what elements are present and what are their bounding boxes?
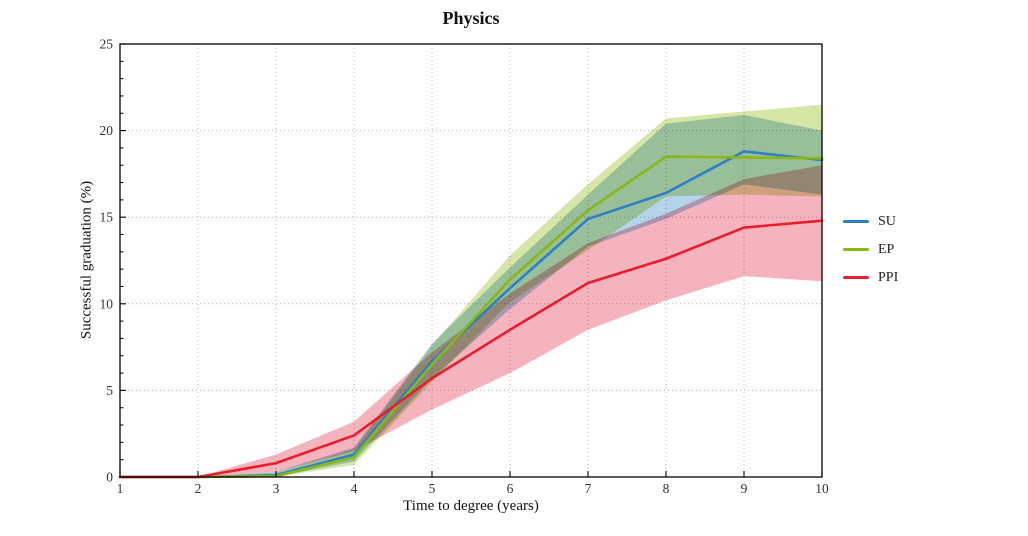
legend-line-swatch-su — [843, 220, 869, 223]
y-tick-label: 5 — [106, 383, 113, 398]
series-band-ep — [120, 104, 822, 478]
y-tick-label: 15 — [100, 210, 114, 225]
x-tick-label: 6 — [507, 481, 514, 496]
series-line-ppi — [118, 219, 824, 479]
y-tick-label: 10 — [100, 296, 114, 311]
series-band-ppi — [120, 165, 822, 478]
legend-label-su: SU — [878, 213, 896, 229]
chart-title: Physics — [442, 8, 500, 28]
y-tick-label: 20 — [100, 123, 114, 138]
y-tick-label: 0 — [106, 470, 113, 485]
legend-item-su: SU — [843, 214, 898, 229]
x-tick-label: 3 — [273, 481, 280, 496]
x-tick-label: 5 — [429, 481, 436, 496]
x-tick-label: 8 — [663, 481, 670, 496]
x-tick-label: 4 — [351, 481, 358, 496]
y-tick-label: 25 — [100, 37, 114, 52]
x-tick-label: 7 — [585, 481, 592, 496]
legend-item-ep: EP — [843, 242, 898, 257]
x-tick-label: 1 — [117, 481, 124, 496]
x-tick-label: 9 — [741, 481, 748, 496]
x-tick-label: 10 — [815, 481, 829, 496]
legend-item-ppi: PPI — [843, 270, 898, 285]
x-tick-label: 2 — [195, 481, 202, 496]
legend-line-swatch-ep — [843, 248, 869, 251]
plot-frame — [119, 43, 823, 478]
legend-label-ep: EP — [878, 241, 895, 257]
legend-label-ppi: PPI — [878, 269, 899, 285]
legend-line-swatch-ppi — [843, 276, 869, 279]
y-axis-title: Successful graduation (%) — [78, 180, 95, 340]
legend: SU EP PPI — [843, 214, 898, 285]
x-axis-title: Time to degree (years) — [403, 498, 539, 514]
